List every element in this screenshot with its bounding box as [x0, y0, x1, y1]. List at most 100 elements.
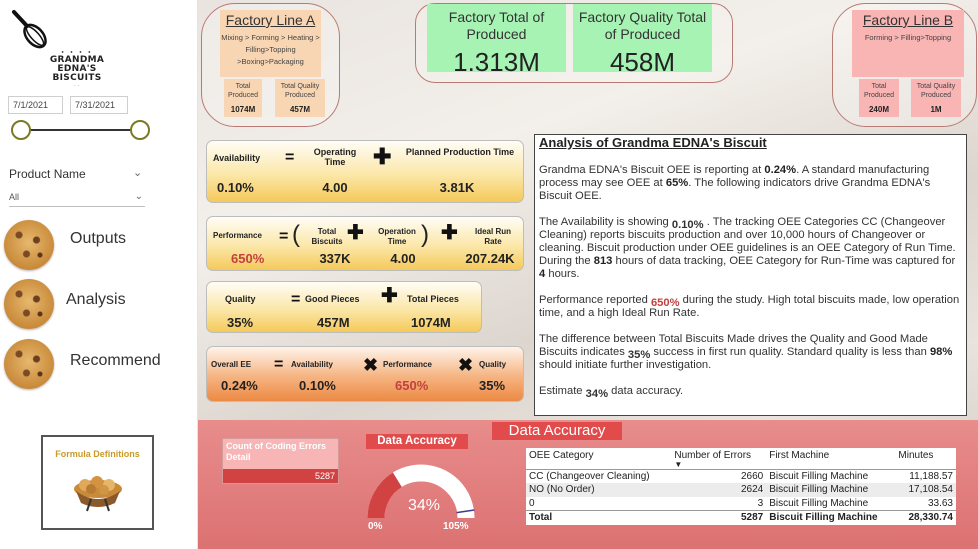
availability-label: Availability: [213, 153, 260, 163]
table-row[interactable]: 0 3 Biscuit Filling Machine 33.63: [526, 497, 956, 511]
factory-total-card: Factory Total of Produced 1.313M: [427, 4, 566, 72]
multiply-icon: ✖: [458, 357, 473, 373]
cell: Biscuit Filling Machine: [766, 497, 895, 511]
cell: 17,108.54: [895, 483, 956, 497]
cell: Biscuit Filling Machine: [766, 483, 895, 497]
good-pieces-value: 457M: [317, 315, 350, 330]
product-filter-label: Product Name: [9, 167, 86, 181]
overall-ee-value: 0.24%: [221, 378, 258, 393]
nav-recommend[interactable]: Recommend: [70, 352, 161, 370]
ideal-run-rate-value: 207.24K: [457, 251, 523, 266]
cell: 2624: [671, 483, 766, 497]
analysis-paragraph-quality: The difference between Total Biscuits Ma…: [539, 333, 962, 372]
whisk-icon: [10, 8, 50, 50]
equals-icon: =: [274, 357, 283, 373]
sidebar: • • • • GRANDMA EDNA'S BISCUITS · · 7/1/…: [0, 0, 198, 549]
gauge-title: Data Accuracy: [366, 434, 468, 449]
availability-card: Availability = Operating Time ✚ Planned …: [206, 140, 524, 203]
factory-line-b-title: Factory Line B: [852, 12, 964, 28]
cell: CC (Changeover Cleaning): [526, 469, 671, 483]
overall-quality-label: Quality: [479, 360, 506, 370]
equals-icon: =: [279, 229, 288, 245]
factory-quality-label: Factory Quality Total of Produced: [573, 4, 712, 43]
table-row[interactable]: NO (No Order) 2624 Biscuit Filling Machi…: [526, 483, 956, 497]
open-paren-icon: (: [292, 223, 300, 247]
col-first-machine[interactable]: First Machine: [766, 448, 895, 469]
date-slider-end-handle[interactable]: [130, 120, 150, 140]
nav-outputs[interactable]: Outputs: [70, 230, 126, 248]
date-slider-start-handle[interactable]: [11, 120, 31, 140]
start-date-input[interactable]: 7/1/2021: [8, 96, 63, 114]
overall-availability-label: Availability: [291, 360, 333, 370]
cell: Total: [526, 511, 671, 525]
operation-time-label: Operation Time: [373, 227, 421, 247]
plus-icon: ✚: [441, 225, 458, 241]
error-table[interactable]: OEE Category ▼ Number of Errors First Mac…: [526, 448, 956, 525]
data-accuracy-gauge[interactable]: [364, 452, 478, 532]
total-biscuits-value: 337K: [315, 251, 355, 266]
analysis-paragraph-performance: Performance reported 650% during the stu…: [539, 294, 962, 320]
quality-label: Quality: [225, 294, 256, 304]
cookie-icon[interactable]: [4, 279, 54, 329]
performance-value: 650%: [231, 251, 264, 266]
operating-time-label: Operating Time: [305, 147, 365, 167]
analysis-title: Analysis of Grandma EDNA's Biscuit: [539, 135, 962, 151]
error-table-title: Data Accuracy: [492, 422, 622, 440]
total-pieces-value: 1074M: [411, 315, 451, 330]
factory-line-a-title: Factory Line A: [220, 12, 321, 28]
table-total-row: Total 5287 Biscuit Filling Machine 28,33…: [526, 511, 956, 525]
nav-analysis[interactable]: Analysis: [66, 291, 126, 309]
factory-line-a-flow: Mixing > Forming > Heating > Filling>Top…: [220, 32, 321, 68]
chevron-down-icon[interactable]: ⌄: [133, 166, 142, 179]
chevron-down-icon: ⌄: [135, 189, 143, 205]
cell: Biscuit Filling Machine: [766, 469, 895, 483]
planned-production-time-label: Planned Production Time: [405, 147, 515, 157]
gauge-value: 34%: [394, 497, 454, 515]
factory-quality-value: 458M: [573, 46, 712, 78]
cell: NO (No Order): [526, 483, 671, 497]
multiply-icon: ✖: [363, 357, 378, 373]
plus-icon: ✚: [347, 225, 364, 241]
performance-label: Performance: [213, 231, 262, 241]
col-number-of-errors[interactable]: ▼ Number of Errors: [671, 448, 766, 469]
factory-a-total-label: Total Produced: [228, 83, 258, 99]
good-pieces-label: Good Pieces: [305, 294, 360, 304]
coding-errors-card[interactable]: Count of Coding Errors Detail 5287: [222, 438, 339, 484]
quality-card: Quality = Good Pieces ✚ Total Pieces 35%…: [206, 281, 482, 333]
factory-total-value: 1.313M: [427, 46, 566, 78]
availability-value: 0.10%: [217, 180, 254, 195]
date-slider-track[interactable]: [20, 129, 140, 131]
cell: 3: [671, 497, 766, 511]
operation-time-value: 4.00: [383, 251, 423, 266]
analysis-panel: Analysis of Grandma EDNA's Biscuit Grand…: [534, 134, 967, 416]
table-row[interactable]: CC (Changeover Cleaning) 2660 Biscuit Fi…: [526, 469, 956, 483]
col-oee-category[interactable]: OEE Category: [526, 448, 671, 469]
cookie-icon[interactable]: [4, 339, 54, 389]
equals-icon: =: [291, 292, 300, 308]
logo-line-3: BISCUITS: [42, 74, 112, 83]
table-header-row: OEE Category ▼ Number of Errors First Mac…: [526, 448, 956, 469]
col-minutes[interactable]: Minutes: [895, 448, 956, 469]
coding-errors-value: 5287: [315, 470, 335, 482]
analysis-paragraph-accuracy: Estimate 34% data accuracy.: [539, 385, 962, 398]
total-pieces-label: Total Pieces: [407, 294, 459, 304]
factory-line-b-flow: Forming > Filling>Topping: [852, 32, 964, 44]
end-date-input[interactable]: 7/31/2021: [70, 96, 128, 114]
product-filter-select[interactable]: All ⌄: [9, 189, 145, 207]
sort-desc-icon[interactable]: ▼: [674, 460, 682, 469]
factory-b-quality-value: 1M: [911, 105, 961, 114]
cell: Biscuit Filling Machine: [766, 511, 895, 525]
performance-card: Performance = ( Total Biscuits ✚ Operati…: [206, 216, 524, 271]
cookie-icon[interactable]: [4, 220, 54, 270]
factory-quality-card: Factory Quality Total of Produced 458M: [573, 4, 712, 72]
cell: 0: [526, 497, 671, 511]
formula-definitions-button[interactable]: Formula Definitions: [41, 435, 154, 530]
planned-production-time-value: 3.81K: [427, 180, 487, 195]
cell: 2660: [671, 469, 766, 483]
factory-b-total-value: 240M: [859, 105, 899, 114]
equals-icon: =: [285, 150, 294, 166]
factory-a-total-card: Total Produced 1074M: [224, 79, 262, 117]
main-dashboard: Factory Line A Mixing > Forming > Heatin…: [198, 0, 978, 549]
formula-definitions-title: Formula Definitions: [43, 449, 152, 459]
close-paren-icon: ): [421, 223, 429, 247]
